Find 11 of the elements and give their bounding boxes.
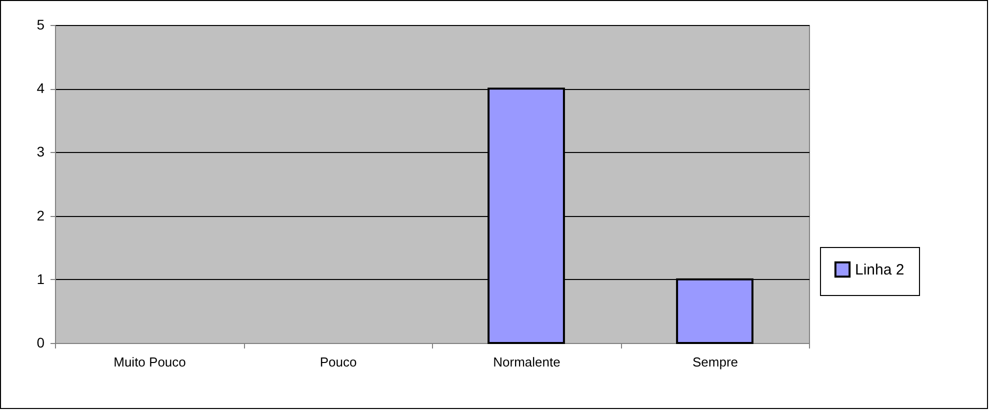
x-tick-label: Muito Pouco — [114, 354, 186, 370]
legend-label: Linha 2 — [855, 262, 904, 278]
y-tick-label: 3 — [36, 144, 45, 160]
y-tick-label: 5 — [36, 16, 45, 32]
y-tick-label: 1 — [36, 270, 45, 287]
x-tick-label: Pouco — [320, 354, 357, 370]
y-tick-label: 2 — [36, 207, 45, 224]
y-tick-label: 4 — [36, 80, 45, 96]
x-tick-label: Sempre — [692, 354, 738, 370]
y-tick-label: 0 — [36, 334, 45, 350]
x-tick-label: Normalente — [493, 354, 560, 370]
